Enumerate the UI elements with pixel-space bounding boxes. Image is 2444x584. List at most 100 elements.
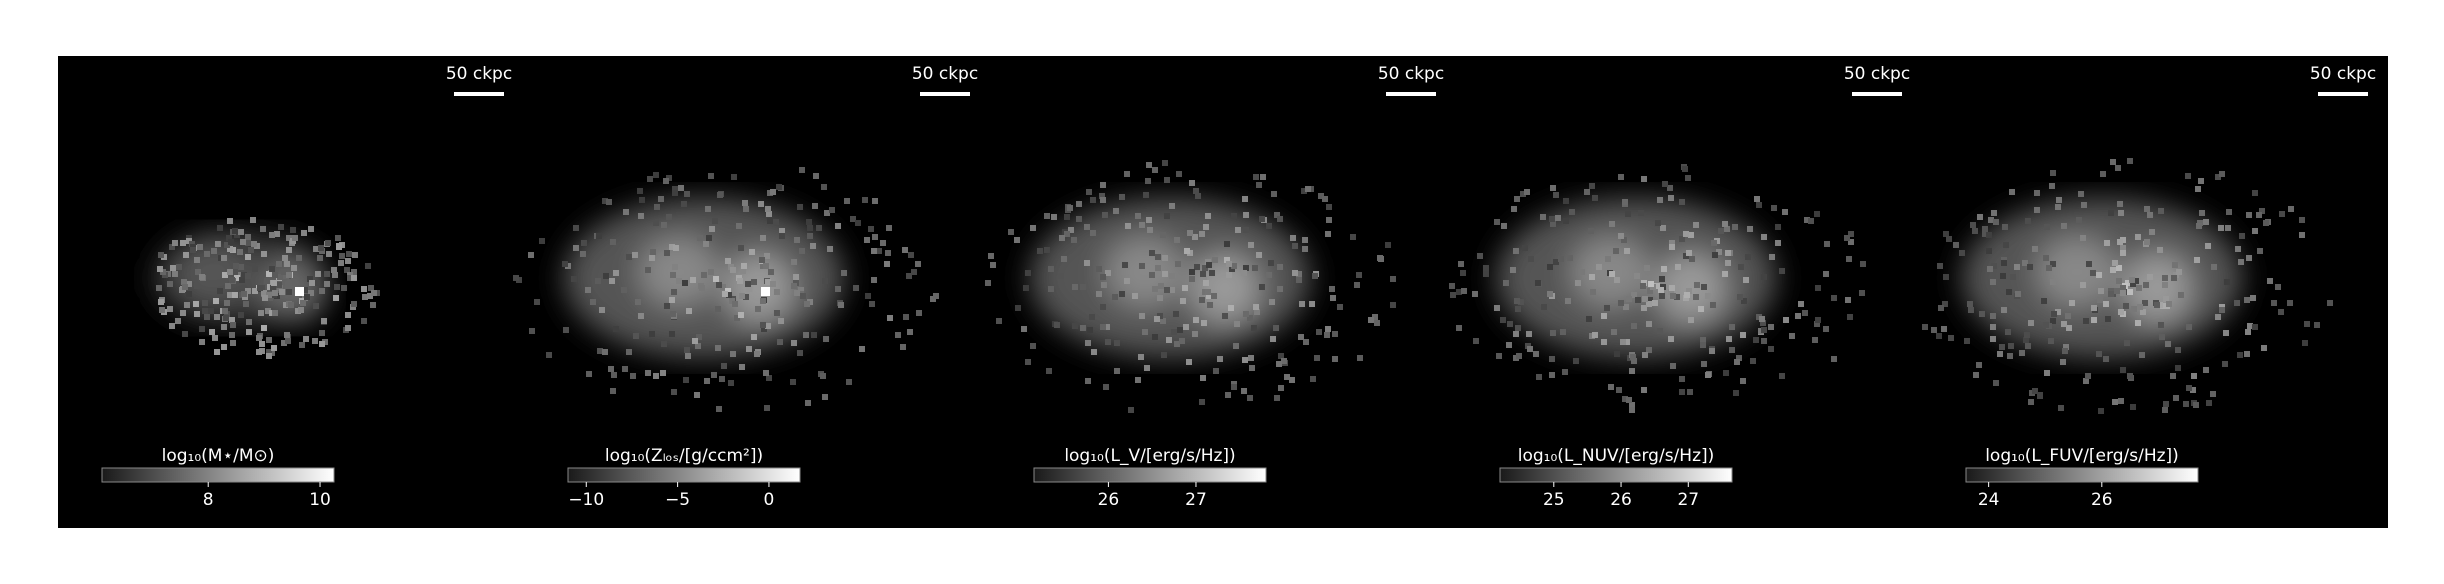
galaxy-pixel (1761, 274, 1767, 280)
galaxy-pixel (1999, 344, 2005, 350)
galaxy-pixel (1372, 314, 1378, 320)
galaxy-pixel (2048, 338, 2054, 344)
galaxy-pixel (285, 338, 291, 344)
galaxy-pixel (776, 184, 782, 190)
galaxy-pixel (302, 287, 308, 293)
galaxy-pixel (1761, 234, 1767, 240)
galaxy-pixel (232, 292, 238, 298)
galaxy-pixel (2015, 291, 2021, 297)
galaxy-pixel (681, 201, 687, 207)
galaxy-pixel (2116, 265, 2122, 271)
galaxy-pixel (1162, 255, 1168, 261)
galaxy-pixel (1722, 221, 1728, 227)
galaxy-pixel (692, 338, 698, 344)
galaxy-pixel (608, 366, 614, 372)
galaxy-pixel (1769, 254, 1775, 260)
galaxy-pixel (1629, 402, 1635, 408)
galaxy-pixel (365, 263, 371, 269)
galaxy-pixel (1046, 368, 1052, 374)
galaxy-pixel (1494, 305, 1500, 311)
galaxy-pixel (2118, 398, 2124, 404)
galaxy-pixel (1164, 177, 1170, 183)
galaxy-pixel (1278, 353, 1284, 359)
galaxy-pixel (610, 388, 616, 394)
galaxy-pixel (1209, 270, 1215, 276)
galaxy-pixel (671, 289, 677, 295)
panel: 50 ckpc log₁₀(Zₗₒₛ/[g/ccm²]) −10 −5 0 (513, 64, 978, 510)
galaxy-pixel (1629, 407, 1635, 413)
galaxy-pixel (827, 246, 833, 252)
galaxy-pixel (1991, 210, 1997, 216)
galaxy-pixel (1173, 311, 1179, 317)
panel: 50 ckpc log₁₀(M⋆/M⊙) 8 10 (101, 64, 512, 510)
galaxy-pixel (2007, 353, 2013, 359)
galaxy-pixel (172, 271, 178, 277)
galaxy-pixel (2198, 178, 2204, 184)
core (761, 287, 770, 296)
galaxy-pixel (339, 253, 345, 259)
galaxy-pixel (2127, 289, 2133, 295)
galaxy-pixel (1085, 378, 1091, 384)
galaxy-pixel (2129, 277, 2135, 283)
galaxy-pixel (296, 255, 302, 261)
galaxy-pixel (1614, 277, 1620, 283)
galaxy-pixel (1169, 203, 1175, 209)
galaxy-pixel (2086, 261, 2092, 267)
galaxy-pixel (1652, 300, 1658, 306)
galaxy-pixel (269, 266, 275, 272)
galaxy-pixel (664, 250, 670, 256)
galaxy-pixel (2110, 267, 2116, 273)
galaxy-pixel (319, 288, 325, 294)
galaxy-pixel (1640, 283, 1646, 289)
galaxy-pixel (351, 275, 357, 281)
galaxy-pixel (806, 219, 812, 225)
galaxy-pixel (1943, 231, 1949, 237)
galaxy-pixel (321, 318, 327, 324)
galaxy-pixel (908, 252, 914, 258)
galaxy-pixel (1613, 248, 1619, 254)
galaxy-pixel (1986, 232, 1992, 238)
galaxy-pixel (669, 331, 675, 337)
galaxy-pixel (2028, 399, 2034, 405)
galaxy-pixel (312, 338, 318, 344)
galaxy-pixel (2050, 279, 2056, 285)
galaxy-pixel (728, 380, 734, 386)
galaxy-pixel (1023, 285, 1029, 291)
galaxy-pixel (1737, 294, 1743, 300)
galaxy-pixel (1511, 206, 1517, 212)
colorbar-label: log₁₀(Zₗₒₛ/[g/ccm²]) (605, 446, 763, 466)
galaxy-pixel (1067, 205, 1073, 211)
galaxy-pixel (300, 300, 306, 306)
galaxy-pixel (2287, 300, 2293, 306)
galaxy-pixel (1701, 284, 1707, 290)
galaxy-pixel (156, 285, 162, 291)
galaxy-pixel (2183, 401, 2189, 407)
galaxy-pixel (1143, 192, 1149, 198)
galaxy-pixel (1124, 171, 1130, 177)
galaxy-pixel (1064, 231, 1070, 237)
galaxy-pixel (2097, 297, 2103, 303)
galaxy-pixel (2154, 302, 2160, 308)
galaxy-pixel (331, 267, 337, 273)
galaxy-pixel (2120, 245, 2126, 251)
galaxy-pixel (1541, 304, 1547, 310)
galaxy-pixel (726, 292, 732, 298)
galaxy-pixel (1174, 341, 1180, 347)
galaxy-pixel (1768, 324, 1774, 330)
galaxy-pixel (1316, 329, 1322, 335)
galaxy-pixel (1503, 280, 1509, 286)
galaxy-pixel (645, 267, 651, 273)
galaxy-pixel (2116, 278, 2122, 284)
galaxy-pixel (1977, 214, 1983, 220)
galaxy-pixel (1635, 297, 1641, 303)
galaxy-pixel (737, 278, 743, 284)
galaxy-pixel (1281, 358, 1287, 364)
galaxy-pixel (1922, 324, 1928, 330)
galaxy-pixel (1823, 326, 1829, 332)
galaxy-pixel (1268, 260, 1274, 266)
galaxy-pixel (2108, 291, 2114, 297)
galaxy-pixel (695, 343, 701, 349)
galaxy-pixel (2006, 289, 2012, 295)
galaxy-pixel (1025, 359, 1031, 365)
galaxy-pixel (1579, 269, 1585, 275)
